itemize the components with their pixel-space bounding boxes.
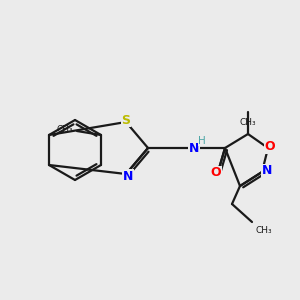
- Text: N: N: [123, 169, 133, 182]
- Text: CH₃: CH₃: [256, 226, 273, 235]
- Text: H: H: [198, 136, 206, 146]
- Text: S: S: [122, 113, 130, 127]
- Text: CH₃: CH₃: [240, 118, 256, 127]
- Text: N: N: [262, 164, 272, 178]
- Text: O: O: [265, 140, 275, 154]
- Text: O: O: [211, 167, 221, 179]
- Text: N: N: [189, 142, 199, 154]
- Text: CH₃: CH₃: [56, 125, 73, 134]
